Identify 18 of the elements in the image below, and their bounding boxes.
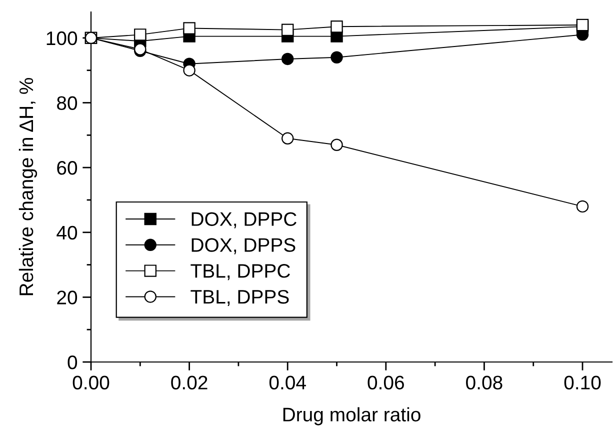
y-tick-label: 20 xyxy=(57,290,78,304)
x-tick-label: 0.08 xyxy=(466,376,502,390)
legend-label: TBL, DPPC xyxy=(190,264,290,280)
y-tick-label: 60 xyxy=(57,161,78,175)
x-tick-label: 0.02 xyxy=(171,376,208,390)
x-tick-label: 0.00 xyxy=(72,376,110,390)
x-axis-title: Drug molar ratio xyxy=(283,407,420,426)
legend-label: DOX, DPPC xyxy=(192,212,296,228)
x-tick-label: 0.04 xyxy=(269,376,306,390)
legend-label: TBL, DPPS xyxy=(190,290,289,306)
y-tick-label: 40 xyxy=(56,226,78,240)
y-tick-label: 100 xyxy=(46,31,78,46)
y-axis-title: Relative change in ΔH, % xyxy=(18,78,38,296)
x-tick-label: 0.06 xyxy=(368,376,404,390)
y-tick-label: 0 xyxy=(68,355,78,370)
y-tick-label: 80 xyxy=(57,96,78,110)
legend-label: DOX, DPPS xyxy=(192,238,296,254)
x-tick-label: 0.10 xyxy=(564,376,601,390)
